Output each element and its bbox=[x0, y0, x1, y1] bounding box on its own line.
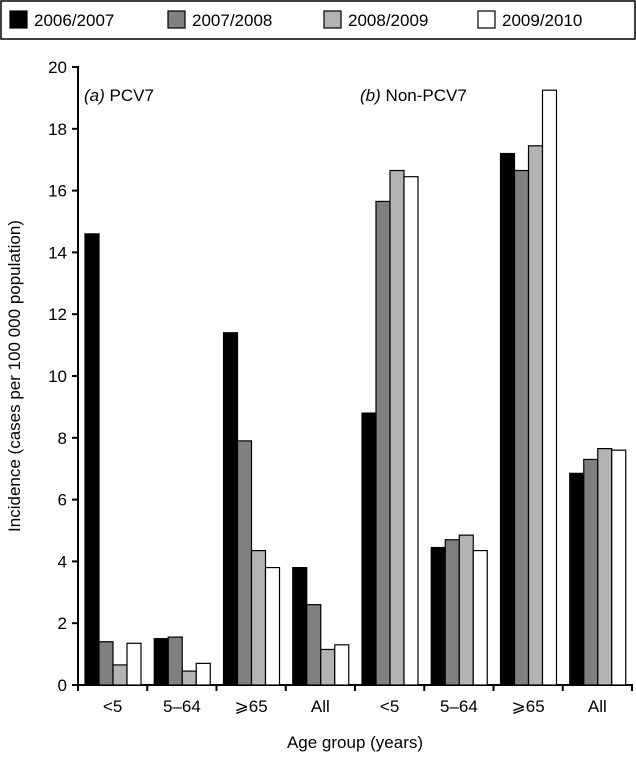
bar-2008-2009 bbox=[112, 664, 128, 686]
panel-title-b: Non-PCV7 bbox=[386, 86, 467, 105]
bar-2009-2010 bbox=[126, 642, 142, 686]
bar-2009-2010 bbox=[541, 89, 558, 686]
bar-2006-2007 bbox=[292, 566, 308, 686]
legend-swatch-2006-2007 bbox=[9, 10, 28, 29]
panel-label-a: (a) PCV7 bbox=[84, 86, 154, 105]
panel-letter-a: (a) bbox=[84, 86, 105, 105]
bar-2006-2007 bbox=[84, 233, 100, 686]
bar-2009-2010 bbox=[195, 662, 211, 686]
panel-title-a: PCV7 bbox=[110, 86, 154, 105]
bar-2009-2010 bbox=[472, 549, 488, 686]
x-tick-label: <5 bbox=[103, 697, 122, 716]
panel-label-b: (b) Non-PCV7 bbox=[360, 86, 467, 105]
bar-2008-2009 bbox=[181, 670, 197, 686]
bar-2006-2007 bbox=[222, 332, 239, 686]
y-tick-label: 18 bbox=[48, 120, 67, 139]
legend-label: 2009/2010 bbox=[502, 11, 582, 30]
bar-2007-2008 bbox=[513, 169, 530, 686]
x-tick-label: 5–64 bbox=[440, 697, 478, 716]
bar-2009-2010 bbox=[334, 644, 350, 686]
y-axis-label: Incidence (cases per 100 000 population) bbox=[5, 220, 24, 532]
bar-2008-2009 bbox=[527, 145, 544, 686]
bar-2008-2009 bbox=[250, 549, 267, 686]
y-tick-label: 4 bbox=[58, 552, 67, 571]
legend-swatch-2009-2010 bbox=[477, 10, 496, 29]
bar-2008-2009 bbox=[389, 169, 405, 686]
legend-label: 2007/2008 bbox=[192, 11, 272, 30]
y-tick-label: 10 bbox=[48, 367, 67, 386]
y-tick-label: 16 bbox=[48, 182, 67, 201]
bar-2007-2008 bbox=[167, 636, 183, 686]
bar-2009-2010 bbox=[403, 176, 419, 686]
y-tick-label: 2 bbox=[58, 614, 67, 633]
bar-2008-2009 bbox=[458, 534, 474, 686]
bars bbox=[84, 89, 627, 686]
x-tick-label: ⩾65 bbox=[235, 697, 268, 716]
x-tick-label: ⩾65 bbox=[512, 697, 545, 716]
panel-letter-b: (b) bbox=[360, 86, 381, 105]
bar-2007-2008 bbox=[444, 539, 460, 686]
bar-2007-2008 bbox=[98, 641, 114, 686]
y-tick-label: 14 bbox=[48, 243, 67, 262]
legend-label: 2008/2009 bbox=[348, 11, 428, 30]
bar-2009-2010 bbox=[611, 449, 627, 686]
y-tick-label: 0 bbox=[58, 676, 67, 695]
legend-swatch-2008-2009 bbox=[323, 10, 342, 29]
bar-2007-2008 bbox=[236, 440, 253, 686]
bar-2008-2009 bbox=[597, 448, 613, 686]
bar-2007-2008 bbox=[583, 458, 599, 686]
x-tick-label: 5–64 bbox=[163, 697, 201, 716]
bar-2007-2008 bbox=[375, 200, 391, 686]
y-tick-label: 20 bbox=[48, 58, 67, 77]
x-axis-label: Age group (years) bbox=[287, 733, 423, 752]
y-tick-label: 12 bbox=[48, 305, 67, 324]
legend-swatch-2007-2008 bbox=[167, 10, 186, 29]
x-tick-label: <5 bbox=[380, 697, 399, 716]
x-tick-label: All bbox=[311, 697, 330, 716]
bar-2007-2008 bbox=[306, 604, 322, 686]
bar-2006-2007 bbox=[361, 412, 377, 686]
bar-2008-2009 bbox=[320, 648, 336, 686]
x-tick-label: All bbox=[588, 697, 607, 716]
bar-2009-2010 bbox=[264, 566, 281, 686]
legend: 2006/2007 2007/2008 2008/2009 2009/2010 bbox=[0, 0, 636, 40]
bar-2006-2007 bbox=[430, 546, 446, 686]
legend-box bbox=[0, 0, 636, 40]
y-tick-label: 8 bbox=[58, 429, 67, 448]
bar-2006-2007 bbox=[569, 472, 585, 686]
bar-2006-2007 bbox=[499, 152, 516, 686]
legend-label: 2006/2007 bbox=[34, 11, 114, 30]
bar-2006-2007 bbox=[153, 638, 169, 686]
y-tick-label: 6 bbox=[58, 491, 67, 510]
